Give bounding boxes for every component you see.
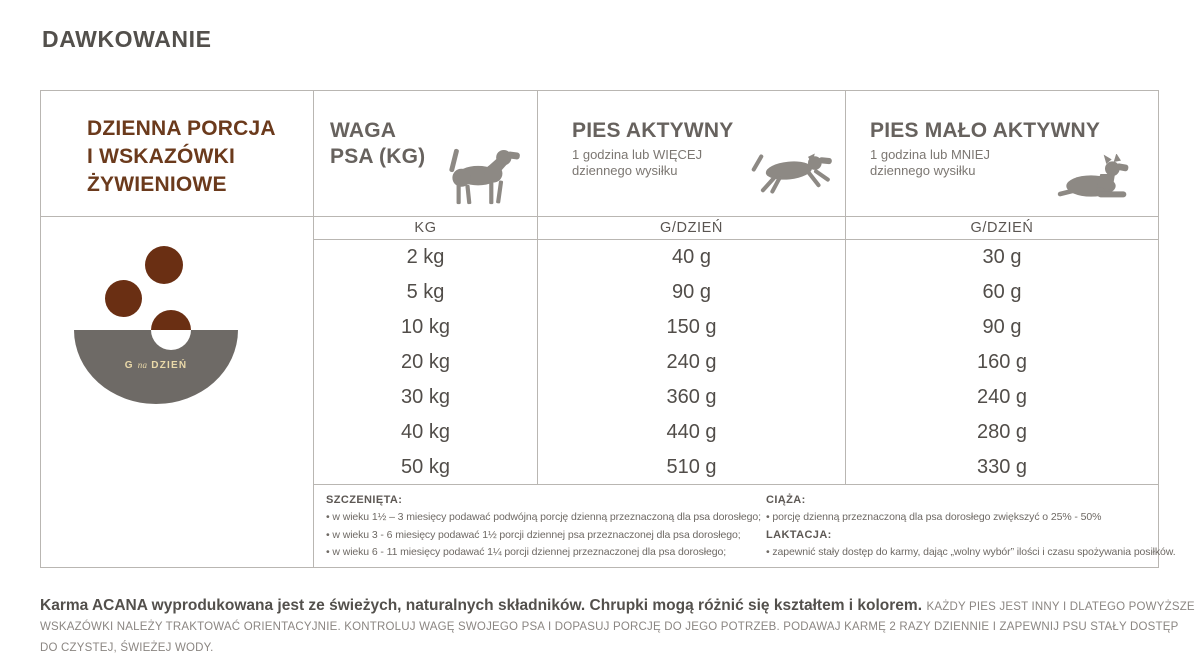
daily-portion-header-line3: ŻYWIENIOWE xyxy=(87,173,227,196)
daily-portion-illustration-cell: G na DZIEŃ xyxy=(41,217,314,567)
daily-portion-header: DZIENNA PORCJA I WSKAZÓWKI ŻYWIENIOWE xyxy=(41,91,314,217)
footer-caps-sentence: KAŻDY PIES JEST INNY I DLATEGO POWYŻSZE … xyxy=(40,601,1195,654)
running-dog-icon xyxy=(751,153,832,194)
puppies-notes: SZCZENIĘTA: w wieku 1½ – 3 miesięcy poda… xyxy=(326,492,761,562)
less-active-portion-value: 160 g xyxy=(976,351,1028,373)
active-portion-value: 510 g xyxy=(666,456,717,478)
footer-disclaimer: Karma ACANA wyprodukowana jest ze świeży… xyxy=(40,596,1198,657)
weight-value: 10 kg xyxy=(401,316,450,338)
weight-title-line1: WAGA xyxy=(330,119,397,142)
puppies-note-item: w wieku 1½ – 3 miesięcy podawać podwójną… xyxy=(326,509,761,527)
footer-bold-sentence: Karma ACANA wyprodukowana jest ze świeży… xyxy=(40,597,923,614)
less-active-dog-subtitle-line2: dziennego wysiłku xyxy=(870,163,976,178)
active-dog-subtitle-line2: dziennego wysiłku xyxy=(572,163,678,178)
subheader-g-per-day-active: G/DZIEŃ xyxy=(538,217,846,240)
less-active-dog-subtitle-line1: 1 godzina lub MNIEJ xyxy=(870,147,990,162)
weight-value: 40 kg xyxy=(401,421,450,443)
less-active-portion-value: 30 g xyxy=(982,246,1022,268)
puppies-heading: SZCZENIĘTA: xyxy=(326,494,403,506)
less-active-dog-values-column: 30 g 60 g 90 g 160 g 240 g 280 g 330 g xyxy=(846,240,1158,485)
less-active-portion-value: 330 g xyxy=(976,456,1028,478)
feeding-notes: SZCZENIĘTA: w wieku 1½ – 3 miesięcy poda… xyxy=(314,485,1176,567)
weight-value: 20 kg xyxy=(401,351,450,373)
daily-portion-header-line2: I WSKAZÓWKI xyxy=(87,145,236,168)
pregnancy-heading: CIĄŻA: xyxy=(766,494,806,506)
lactation-heading: LAKTACJA: xyxy=(766,528,832,541)
less-active-dog-column-header: PIES MAŁO AKTYWNY 1 godzina lub MNIEJ dz… xyxy=(846,91,1158,217)
pregnancy-note-item: porcję dzienną przeznaczoną dla psa doro… xyxy=(766,509,1176,527)
active-dog-title: PIES AKTYWNY xyxy=(572,119,734,142)
lactation-note-item: zapewnić stały dostęp do karmy, dając „w… xyxy=(766,544,1175,562)
puppies-note-item: w wieku 3 - 6 miesięcy podawać 1½ porcji… xyxy=(326,527,761,545)
active-dog-subtitle-line1: 1 godzina lub WIĘCEJ xyxy=(572,147,703,162)
kibble-dot-icon xyxy=(105,280,142,317)
less-active-portion-value: 240 g xyxy=(976,386,1028,408)
kibble-dot-icon xyxy=(145,246,183,284)
daily-portion-header-line1: DZIENNA PORCJA xyxy=(87,117,276,140)
bowl-label-na: na xyxy=(137,360,148,370)
less-active-portion-value: 90 g xyxy=(982,316,1022,338)
feeding-table: DZIENNA PORCJA I WSKAZÓWKI ŻYWIENIOWE WA… xyxy=(40,90,1176,568)
lying-dog-icon xyxy=(1057,154,1129,198)
weight-value: 2 kg xyxy=(406,246,445,268)
weight-column-header: WAGA PSA (KG) xyxy=(314,91,538,217)
active-portion-value: 360 g xyxy=(666,386,717,408)
bowl-label: G na DZIEŃ xyxy=(74,360,238,371)
active-portion-value: 240 g xyxy=(666,351,717,373)
weight-value: 5 kg xyxy=(406,281,445,303)
active-dog-column-header: PIES AKTYWNY 1 godzina lub WIĘCEJ dzienn… xyxy=(538,91,846,217)
standing-dog-icon xyxy=(449,148,520,205)
weight-values-column: 2 kg 5 kg 10 kg 20 kg 30 kg 40 kg 50 kg xyxy=(314,240,538,485)
subheader-kg: KG xyxy=(314,217,538,240)
pregnancy-lactation-notes: CIĄŻA: porcję dzienną przeznaczoną dla p… xyxy=(766,492,1176,561)
food-bowl-illustration: G na DZIEŃ xyxy=(74,246,238,406)
weight-title-line2: PSA (KG) xyxy=(330,145,426,168)
puppies-note-item: w wieku 6 - 11 miesięcy podawać 1¼ porcj… xyxy=(326,544,761,562)
active-portion-value: 440 g xyxy=(666,421,717,443)
less-active-dog-title: PIES MAŁO AKTYWNY xyxy=(870,119,1101,142)
active-dog-values-column: 40 g 90 g 150 g 240 g 360 g 440 g 510 g xyxy=(538,240,846,485)
kibble-dot-icon xyxy=(151,310,191,350)
weight-value: 50 kg xyxy=(401,456,450,478)
less-active-portion-value: 60 g xyxy=(982,281,1022,303)
page-title: DAWKOWANIE xyxy=(42,26,212,52)
less-active-portion-value: 280 g xyxy=(976,421,1028,443)
active-portion-value: 90 g xyxy=(672,281,711,303)
weight-value: 30 kg xyxy=(401,386,450,408)
bowl-label-g: G xyxy=(124,360,134,371)
subheader-g-per-day-less-active: G/DZIEŃ xyxy=(846,217,1158,240)
active-portion-value: 150 g xyxy=(666,316,717,338)
active-portion-value: 40 g xyxy=(672,246,711,268)
bowl-label-dzien: DZIEŃ xyxy=(151,360,188,371)
